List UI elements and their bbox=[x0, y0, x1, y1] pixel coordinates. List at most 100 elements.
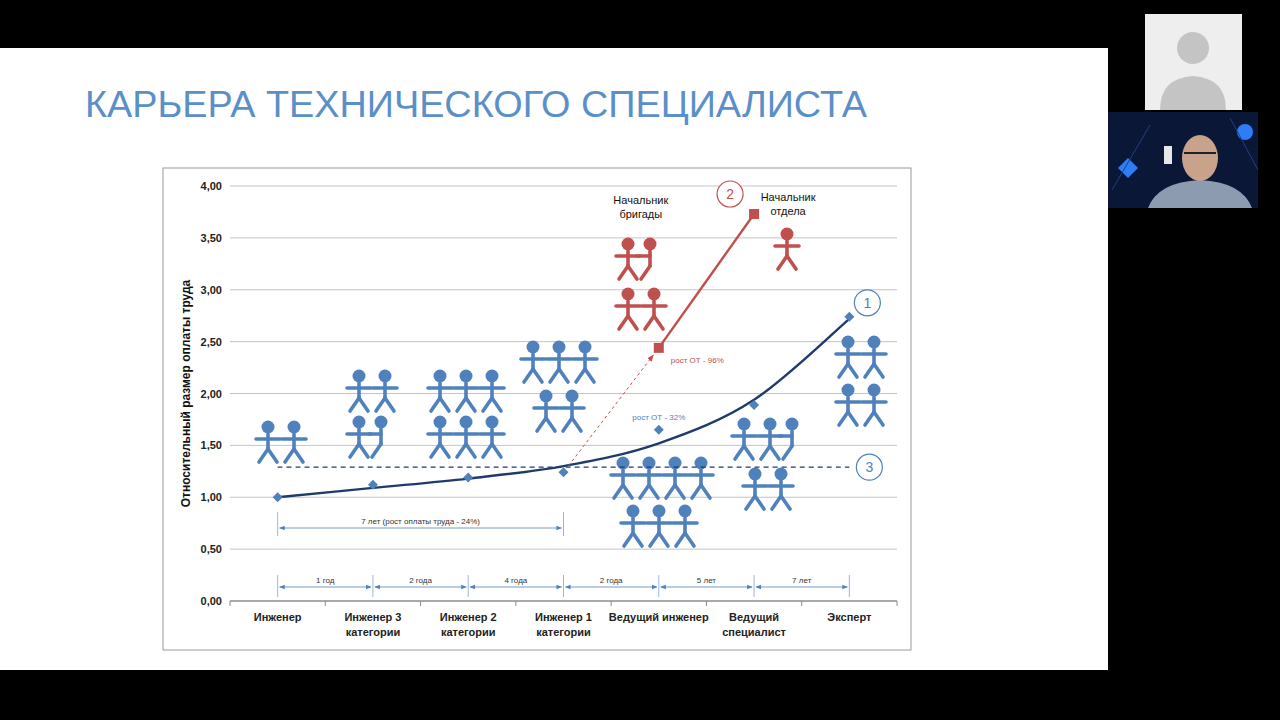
icon-body bbox=[626, 251, 630, 266]
icon-leg bbox=[787, 256, 796, 269]
y-axis-title: Относительный размер оплаты труда bbox=[179, 279, 193, 507]
icon-leg bbox=[483, 444, 492, 457]
person-icon bbox=[373, 370, 397, 412]
icon-leg bbox=[576, 369, 585, 382]
icon-arms bbox=[836, 352, 860, 356]
icon-head bbox=[749, 468, 762, 481]
icon-leg bbox=[372, 444, 381, 457]
grid-line bbox=[230, 237, 897, 238]
series-line bbox=[659, 214, 754, 348]
x-tick-label-line: Инженер bbox=[254, 611, 302, 623]
icon-leg bbox=[546, 418, 555, 431]
person-icon bbox=[663, 457, 687, 499]
series-badge-label: 3 bbox=[865, 459, 873, 475]
icon-leg bbox=[701, 485, 710, 498]
x-tick-label: Инженер 3категории bbox=[344, 611, 401, 638]
duration-tick bbox=[849, 575, 850, 597]
x-tick-label-line: Эксперт bbox=[827, 611, 872, 623]
icon-leg bbox=[537, 418, 546, 431]
y-tick-label: 3,50 bbox=[201, 232, 222, 244]
person-icon bbox=[454, 370, 478, 412]
data-point bbox=[463, 473, 473, 483]
icon-leg bbox=[350, 398, 359, 411]
icon-leg bbox=[692, 485, 701, 498]
icon-leg bbox=[770, 446, 779, 459]
span-label: 7 лет (рост оплаты труда - 24%) bbox=[361, 517, 480, 526]
video-deco bbox=[1164, 146, 1172, 164]
icon-leg bbox=[431, 398, 440, 411]
duration-tick bbox=[468, 575, 469, 597]
person-icon bbox=[428, 416, 452, 458]
person-icon bbox=[689, 457, 713, 499]
person-icon bbox=[347, 370, 371, 412]
icon-body bbox=[872, 397, 876, 412]
video-panel bbox=[1108, 112, 1258, 208]
icon-leg bbox=[865, 364, 874, 377]
duration-tick bbox=[563, 575, 564, 597]
icon-arms bbox=[732, 434, 756, 438]
icon-body bbox=[464, 429, 468, 444]
icon-leg bbox=[865, 412, 874, 425]
icon-arms bbox=[480, 432, 504, 436]
icon-leg bbox=[628, 266, 637, 279]
icon-body bbox=[583, 354, 587, 369]
icon-body bbox=[647, 470, 651, 485]
icon-arms bbox=[642, 304, 666, 308]
duration-tick bbox=[658, 575, 659, 597]
person-icon bbox=[775, 228, 799, 270]
person-icon bbox=[369, 416, 388, 458]
duration-label: 2 года bbox=[600, 576, 623, 585]
icon-head bbox=[868, 336, 881, 349]
icon-leg bbox=[640, 485, 649, 498]
icon-body bbox=[626, 301, 630, 316]
grid-line bbox=[230, 497, 897, 498]
duration-label: 2 года bbox=[409, 576, 432, 585]
icon-arms bbox=[621, 521, 645, 525]
span-tick bbox=[277, 512, 278, 536]
duration-arrow bbox=[566, 587, 657, 588]
duration-arrow bbox=[280, 587, 371, 588]
grid-line bbox=[230, 445, 897, 446]
duration-tick bbox=[372, 575, 373, 597]
icon-head bbox=[353, 416, 366, 429]
icon-head bbox=[375, 416, 388, 429]
icon-head bbox=[353, 370, 366, 383]
icon-head bbox=[842, 384, 855, 397]
growth-label: рост ОТ - 96% bbox=[671, 356, 724, 365]
icon-head bbox=[653, 505, 666, 518]
icon-leg bbox=[744, 446, 753, 459]
icon-leg bbox=[624, 533, 633, 546]
icon-head bbox=[786, 418, 799, 431]
grid-line bbox=[230, 601, 897, 602]
series-badge-label: 2 bbox=[726, 186, 734, 202]
icon-leg bbox=[466, 398, 475, 411]
screen-bg bbox=[0, 0, 1280, 720]
person-icon bbox=[862, 384, 886, 426]
icon-leg bbox=[666, 485, 675, 498]
x-tick-label: Ведущийспециалист bbox=[722, 611, 786, 638]
icon-arms bbox=[547, 357, 571, 361]
span-tick bbox=[563, 512, 564, 536]
icon-body bbox=[753, 481, 757, 496]
data-point bbox=[273, 492, 283, 502]
icon-body bbox=[379, 429, 383, 444]
series-badge bbox=[717, 181, 743, 207]
role-label-line: Начальник bbox=[613, 194, 668, 206]
role-label: Начальникбригады bbox=[613, 194, 668, 220]
grid-line bbox=[230, 186, 897, 187]
icon-leg bbox=[755, 496, 764, 509]
person-icon bbox=[534, 390, 558, 432]
icon-leg bbox=[675, 485, 684, 498]
icon-leg bbox=[440, 444, 449, 457]
icon-body bbox=[846, 397, 850, 412]
icon-leg bbox=[783, 446, 792, 459]
icon-leg bbox=[633, 533, 642, 546]
person-icon bbox=[638, 238, 657, 280]
icon-leg bbox=[650, 533, 659, 546]
x-tick-label-line: Инженер 2 bbox=[440, 611, 497, 623]
y-tick-label: 1,50 bbox=[201, 439, 222, 451]
icon-arms bbox=[282, 437, 306, 441]
icon-body bbox=[785, 241, 789, 256]
icon-body bbox=[438, 429, 442, 444]
x-tick-label: Инженер 1категории bbox=[535, 611, 592, 638]
